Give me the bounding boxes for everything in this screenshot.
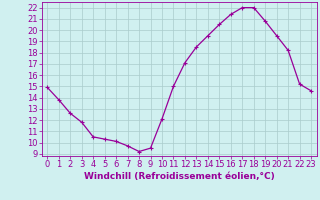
X-axis label: Windchill (Refroidissement éolien,°C): Windchill (Refroidissement éolien,°C) — [84, 172, 275, 181]
